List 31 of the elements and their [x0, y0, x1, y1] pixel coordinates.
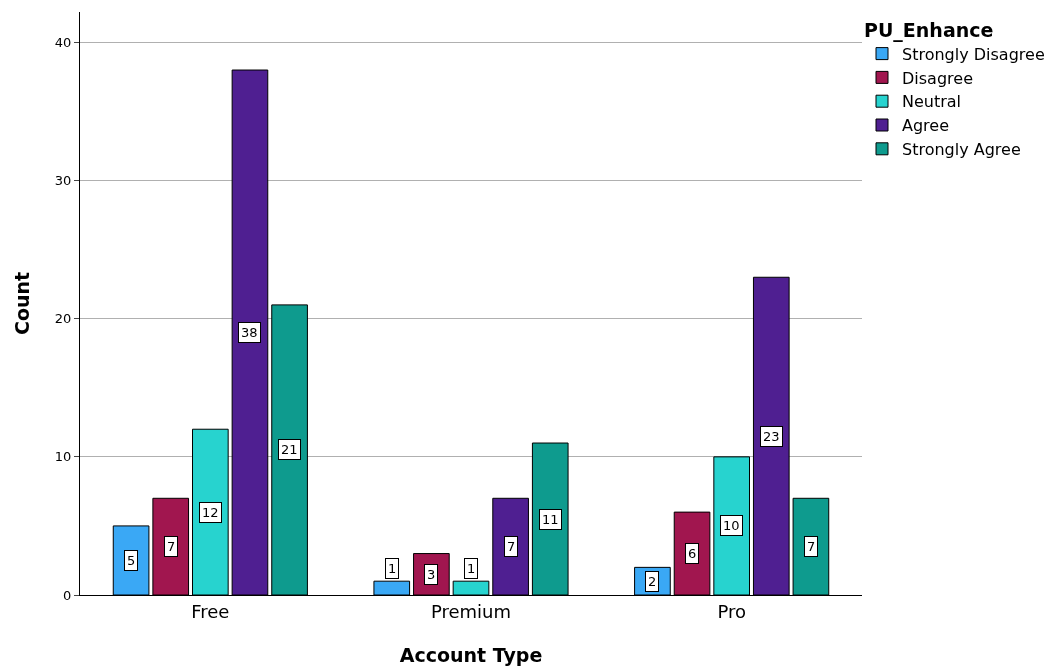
legend-label: Agree	[902, 116, 950, 136]
x-tick-label: Free	[191, 600, 230, 622]
y-tick-label: 30	[54, 173, 72, 189]
x-tick-label: Pro	[717, 600, 746, 622]
data-label: 5	[127, 553, 136, 568]
data-label: 21	[281, 442, 298, 457]
data-label: 3	[427, 567, 436, 582]
legend-label: Strongly Agree	[902, 140, 1021, 160]
legend-label: Disagree	[902, 68, 973, 88]
data-label: 6	[688, 546, 697, 561]
data-label: 38	[241, 325, 258, 340]
y-tick-label: 20	[54, 311, 72, 327]
legend-label: Strongly Disagree	[902, 44, 1045, 64]
data-label: 23	[763, 429, 780, 444]
data-label: 11	[542, 512, 559, 527]
data-label: 7	[167, 539, 176, 554]
y-tick-label: 40	[54, 34, 72, 50]
y-tick-label: 0	[63, 587, 72, 603]
data-label: 7	[507, 539, 516, 554]
x-tick-label: Premium	[430, 600, 512, 622]
y-tick-label: 10	[54, 449, 72, 465]
x-axis-title: Account Type	[399, 644, 543, 667]
y-axis-title: Count	[10, 271, 33, 336]
data-label: 12	[202, 505, 219, 520]
data-label: 7	[807, 539, 816, 554]
data-label: 1	[388, 561, 397, 576]
data-label: 2	[648, 574, 657, 589]
legend-title: PU_Enhance	[864, 18, 994, 42]
data-label: 10	[723, 518, 740, 533]
legend-label: Neutral	[902, 92, 962, 112]
data-label: 1	[467, 561, 476, 576]
